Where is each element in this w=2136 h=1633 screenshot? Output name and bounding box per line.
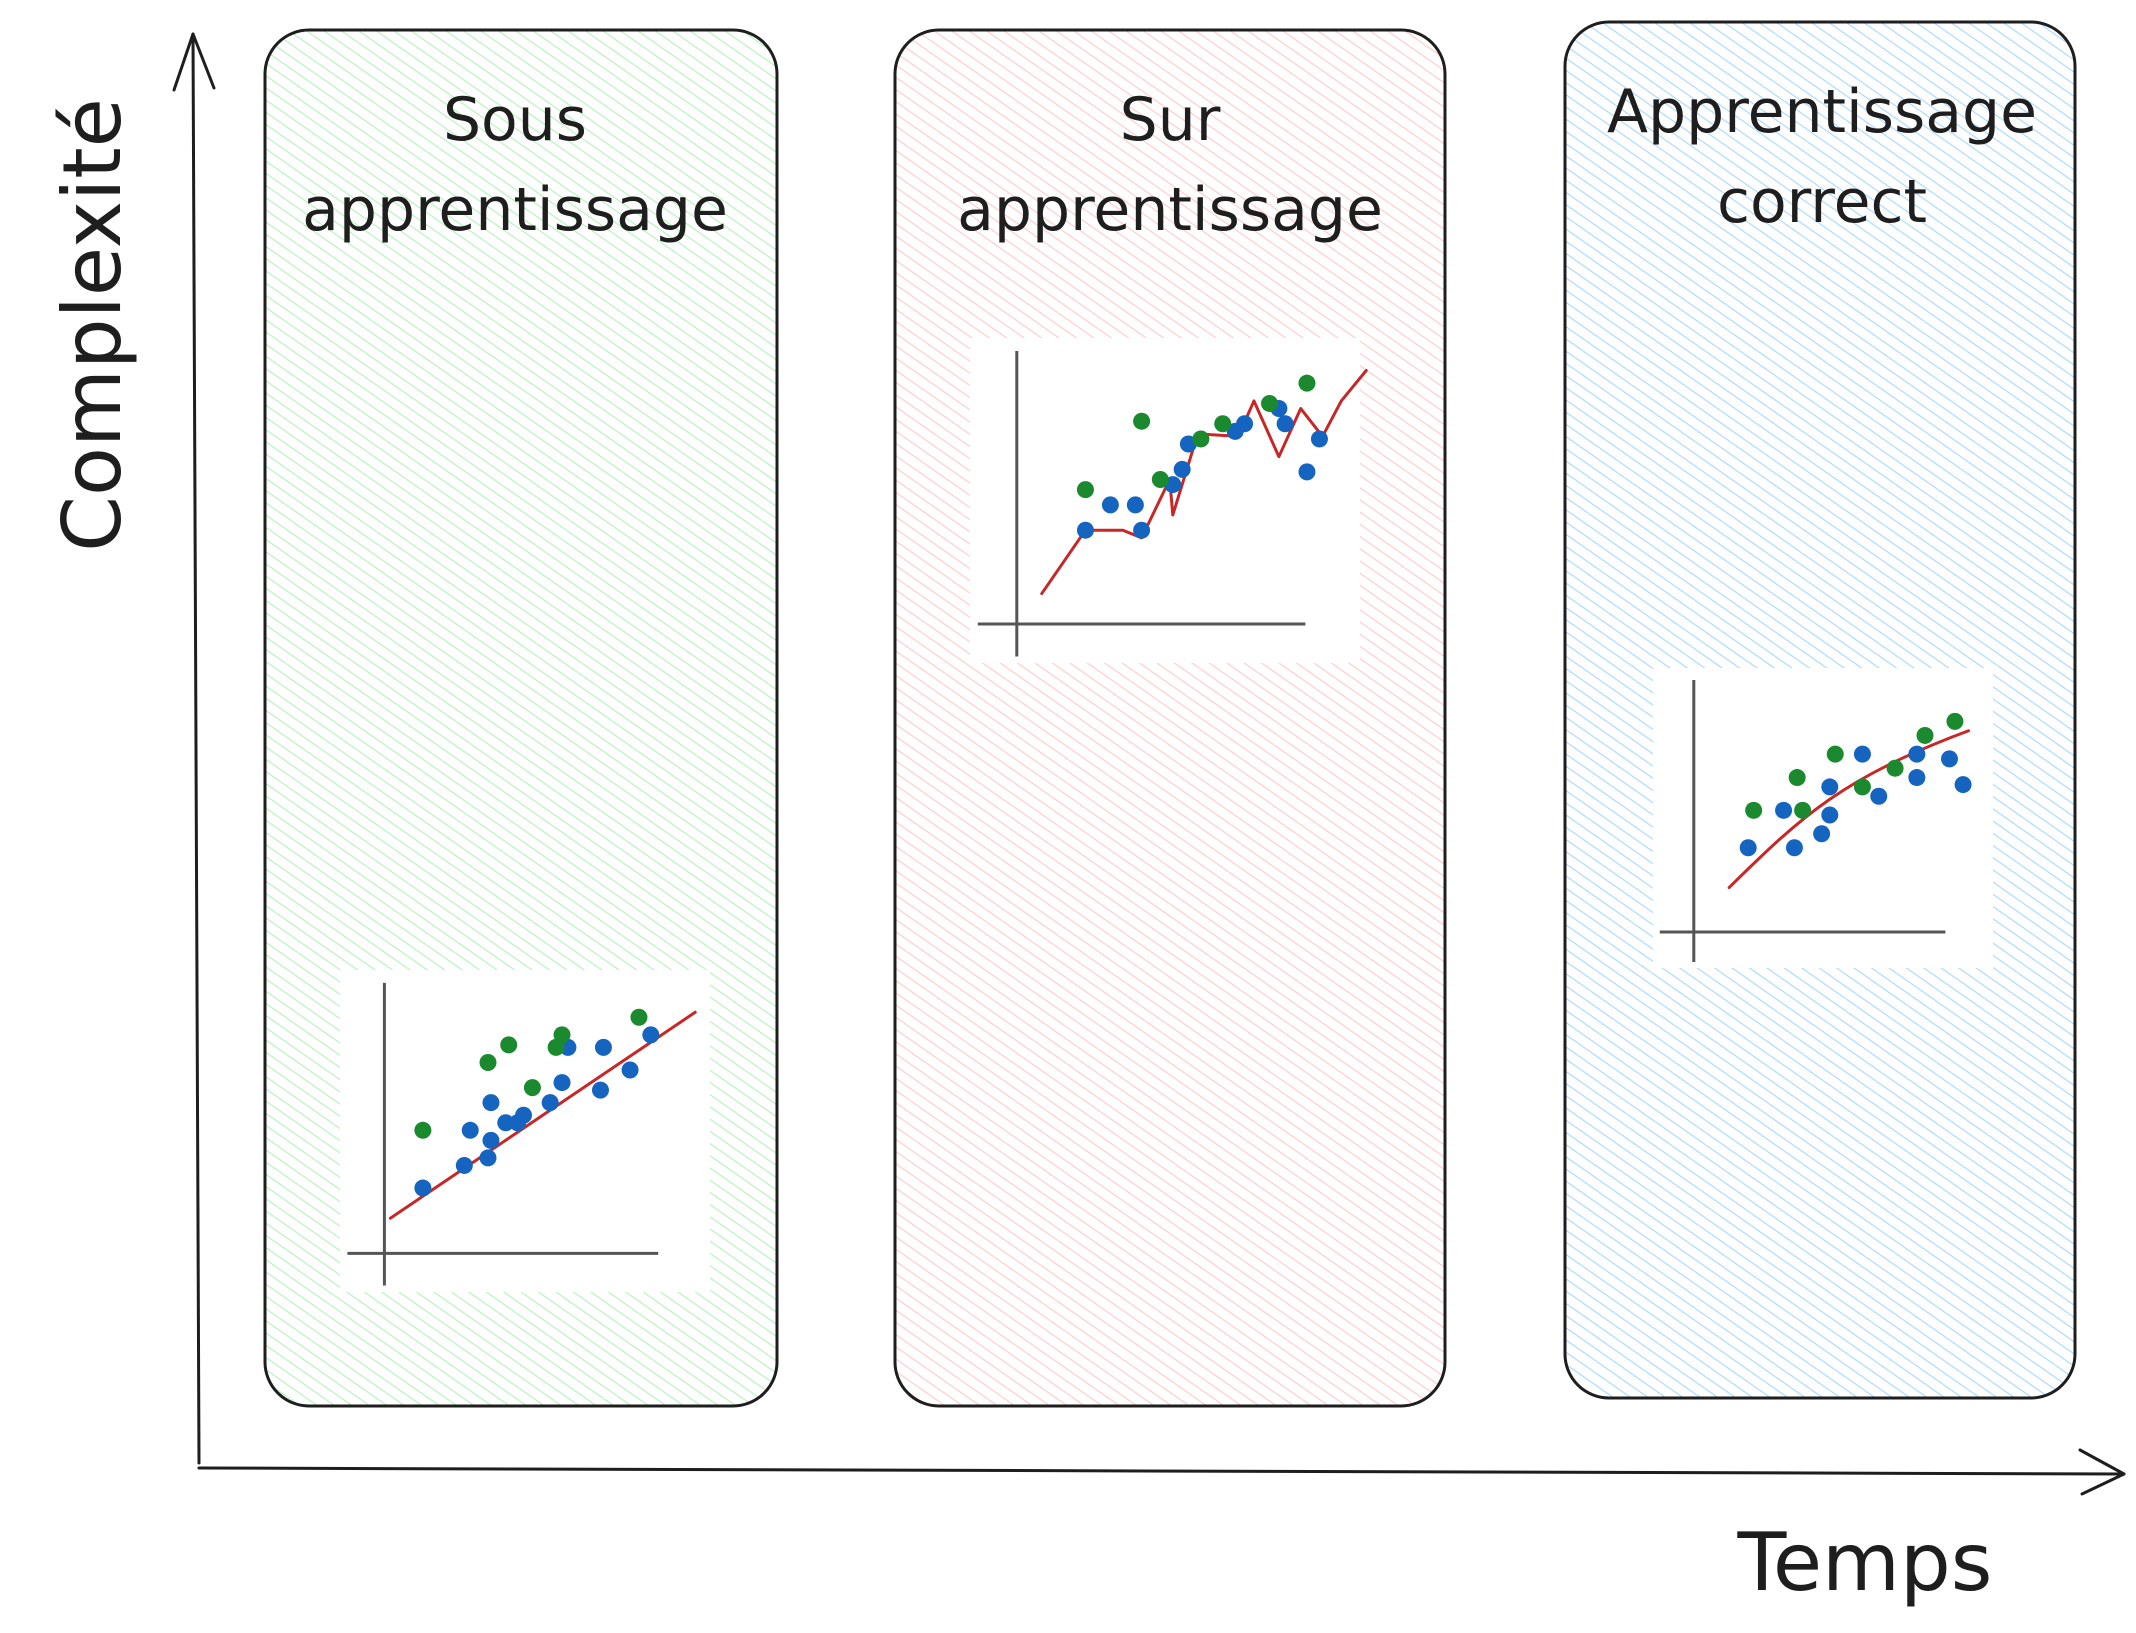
thumbnail-blue-point	[515, 1106, 533, 1124]
thumbnail-blue-point	[455, 1156, 473, 1174]
thumbnail-blue-point	[1821, 778, 1839, 796]
thumbnail-blue-point	[1954, 776, 1972, 794]
x-axis-arrowhead	[2078, 1448, 2126, 1496]
thumbnail-blue-point	[591, 1081, 609, 1099]
thumbnail-blue-point	[1126, 496, 1144, 514]
y-axis-arrowhead	[172, 32, 216, 92]
y-axis-label: Complexité	[46, 98, 139, 552]
thumbnail-green-point	[523, 1079, 541, 1097]
thumbnail-blue-point	[479, 1149, 497, 1167]
panel-overfitting: Sur apprentissage	[893, 28, 1447, 1408]
thumbnail-green-point	[1886, 759, 1904, 777]
thumbnail-green-point	[547, 1038, 565, 1056]
x-axis-line	[197, 1466, 2126, 1476]
thumbnail-blue-point	[1310, 430, 1328, 448]
panel-good-fit-thumbnail	[1653, 668, 1993, 968]
thumbnail-green-point	[1745, 801, 1763, 819]
thumbnail-green-point	[1826, 745, 1844, 763]
thumbnail-green-point	[1794, 801, 1812, 819]
thumbnail-blue-point	[1813, 825, 1831, 843]
thumbnail-blue-point	[621, 1061, 639, 1079]
thumbnail-green-point	[1076, 481, 1094, 499]
thumbnail-green-point	[1214, 415, 1232, 433]
thumbnail-blue-point	[1173, 460, 1191, 478]
thumbnail-blue-point	[1785, 839, 1803, 857]
thumbnail-green-point	[1298, 374, 1316, 392]
thumbnail-green-point	[1133, 412, 1151, 430]
thumbnail-green-point	[1261, 394, 1279, 412]
thumbnail-blue-point	[541, 1094, 559, 1112]
thumbnail-green-point	[1853, 778, 1871, 796]
thumbnail-blue-point	[642, 1026, 660, 1044]
thumbnail-blue-point	[1908, 769, 1926, 787]
thumbnail-background	[970, 338, 1360, 663]
thumbnail-blue-point	[1821, 806, 1839, 824]
thumbnail-green-point	[1788, 769, 1806, 787]
panel-good-fit: Apprentissage correct	[1563, 20, 2077, 1400]
thumbnail-blue-point	[594, 1038, 612, 1056]
thumbnail-background	[340, 970, 710, 1292]
thumbnail-blue-point	[414, 1179, 432, 1197]
thumbnail-blue-point	[1908, 745, 1926, 763]
main-axes	[172, 32, 2126, 1496]
panel-overfitting-title-line2: apprentissage	[957, 175, 1383, 245]
thumbnail-blue-point	[1298, 463, 1316, 481]
thumbnail-green-point	[1916, 726, 1934, 744]
y-axis-line	[191, 32, 201, 1465]
thumbnail-blue-point	[482, 1131, 500, 1149]
thumbnail-blue-point	[1739, 839, 1757, 857]
thumbnail-green-point	[414, 1121, 432, 1139]
thumbnail-blue-point	[1133, 521, 1151, 539]
thumbnail-green-point	[479, 1053, 497, 1071]
panel-good-fit-title-line2: correct	[1717, 167, 1927, 237]
thumbnail-blue-point	[482, 1094, 500, 1112]
thumbnail-blue-point	[553, 1074, 571, 1092]
thumbnail-blue-point	[1101, 496, 1119, 514]
panel-underfitting: Sous apprentissage	[263, 28, 779, 1408]
thumbnail-blue-point	[1076, 521, 1094, 539]
thumbnail-blue-point	[1940, 750, 1958, 768]
thumbnail-blue-point	[1853, 745, 1871, 763]
thumbnail-green-point	[630, 1008, 648, 1026]
panel-overfitting-title-line1: Sur	[1120, 85, 1221, 155]
panel-underfitting-title-line1: Sous	[443, 85, 587, 155]
thumbnail-blue-point	[1236, 415, 1254, 433]
thumbnail-blue-point	[1276, 415, 1294, 433]
panel-overfitting-thumbnail	[970, 338, 1368, 663]
thumbnail-green-point	[1946, 712, 1964, 730]
panel-underfitting-thumbnail	[340, 970, 710, 1292]
thumbnail-green-point	[1192, 430, 1210, 448]
x-axis-label: Temps	[1737, 1516, 1993, 1609]
panel-underfitting-title-line2: apprentissage	[302, 175, 728, 245]
thumbnail-blue-point	[1775, 801, 1793, 819]
thumbnail-blue-point	[1870, 787, 1888, 805]
panel-good-fit-title-line1: Apprentissage	[1607, 77, 2037, 147]
thumbnail-fit-line	[388, 1010, 697, 1220]
thumbnail-green-point	[1151, 471, 1169, 489]
thumbnail-blue-point	[497, 1114, 515, 1132]
thumbnail-fit-line	[1727, 729, 1971, 890]
thumbnail-blue-point	[461, 1121, 479, 1139]
thumbnail-green-point	[500, 1036, 518, 1054]
